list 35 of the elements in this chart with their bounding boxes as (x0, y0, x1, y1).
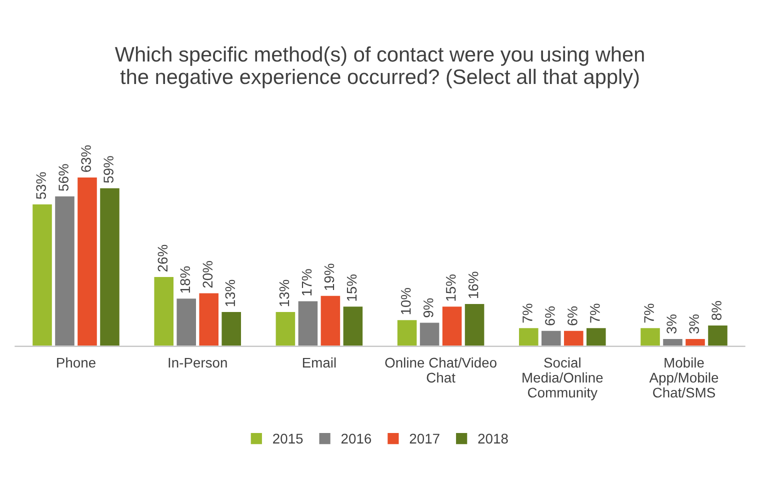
data-label: 13% (279, 280, 290, 306)
data-label: 17% (302, 269, 312, 296)
data-label: 59% (104, 156, 114, 183)
data-label: 15% (446, 274, 456, 301)
data-label: 7% (644, 304, 654, 323)
data-label: 6% (545, 306, 555, 326)
data-label: 26% (158, 244, 168, 272)
data-label: 56% (58, 164, 68, 191)
legend-label: 2016 (341, 434, 372, 444)
x-tick-label: Social Media/Online Community (522, 357, 603, 400)
data-label: 53% (36, 172, 46, 199)
data-label: 63% (81, 145, 91, 172)
data-label: 6% (568, 306, 578, 326)
data-label: 3% (666, 314, 676, 334)
chart-title: Which specific method(s) of contact were you using when the negative experience occurred? (Select all that apply) (114, 46, 644, 88)
data-label: 19% (324, 264, 334, 290)
legend-label: 2017 (410, 434, 440, 444)
data-label: 13% (225, 280, 236, 306)
legend-label: 2018 (478, 434, 508, 444)
data-label: 16% (468, 272, 478, 298)
x-tick-label: In-Person (168, 358, 227, 368)
x-tick-label: Phone (57, 357, 96, 368)
data-label: 9% (423, 298, 434, 318)
data-label: 3% (689, 314, 699, 334)
data-label: 20% (202, 261, 213, 288)
data-label: 15% (346, 274, 357, 301)
x-tick-label: Email (302, 357, 336, 368)
data-label: 10% (400, 288, 411, 314)
x-tick-label: Mobile App/Mobile Chat/SMS (649, 357, 718, 398)
x-tick-label: Online Chat/Video Chat (385, 357, 496, 383)
data-label: 18% (180, 266, 190, 293)
data-label: 7% (590, 304, 600, 323)
data-label: 7% (522, 304, 532, 323)
data-label: 8% (712, 301, 722, 320)
legend-label: 2015 (273, 434, 303, 444)
